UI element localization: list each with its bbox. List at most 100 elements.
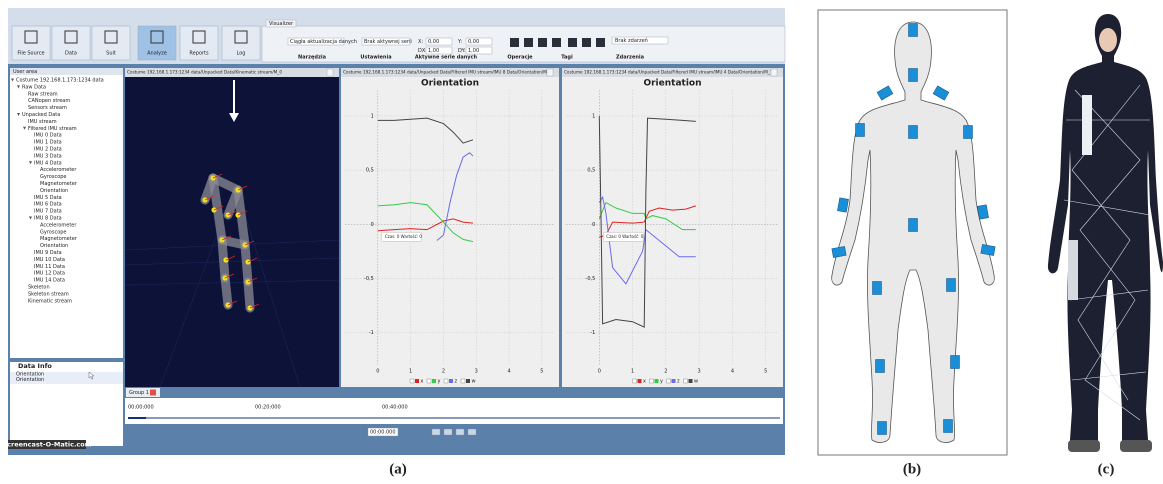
tree-item[interactable]: Orientation [40,243,68,249]
chart-title: Orientation [421,79,479,89]
legend-checkbox[interactable] [443,378,449,384]
tree-item[interactable]: Accelerometer [40,167,77,173]
tree-expander[interactable] [23,126,26,130]
time-input[interactable] [367,427,399,437]
sensor [872,281,882,295]
window-button[interactable] [326,68,334,77]
checkbox-field[interactable] [287,37,345,46]
tree-item[interactable]: IMU 5 Data [34,195,62,201]
tree-item[interactable]: IMU 0 Data [34,133,62,139]
suit-line [1071,84,1141,401]
legend-checkbox[interactable] [649,378,654,384]
sensor-axis [244,240,255,246]
ribbon [261,25,786,63]
ribbon-icon[interactable] [582,38,591,47]
tree-item[interactable]: IMU 12 Data [34,271,65,277]
info-item: Orientation [16,377,44,383]
y-tick-label: -0,5 [586,276,596,282]
tree-item[interactable]: Magnetometer [40,181,78,187]
ribbon-icon[interactable] [524,38,533,47]
tree-expander[interactable] [29,161,32,165]
ribbon-group-label: Narzędzia [298,55,326,61]
field-input[interactable] [465,46,493,55]
tree-item[interactable]: IMU 11 Data [34,264,65,270]
suit-line [1063,119,1151,381]
tree-item[interactable]: IMU 1 Data [34,140,62,146]
tree-expander[interactable] [11,78,14,82]
tree-item[interactable]: Unpacked Data [22,112,60,118]
sensor [977,204,989,220]
field-input[interactable] [425,46,453,55]
tree-item[interactable]: IMU 2 Data [34,147,62,153]
pause-button[interactable] [443,428,453,436]
shoe [1120,440,1152,452]
window-button[interactable] [546,68,554,77]
legend-checkbox[interactable] [632,378,637,384]
tree-item[interactable]: IMU 9 Data [34,250,62,256]
field-input[interactable] [425,37,453,46]
stop-button[interactable] [455,428,465,436]
grid-line [124,279,340,286]
group-tab-label: Group 1 [129,390,149,396]
tree-item[interactable]: IMU stream [28,119,57,125]
tree-item[interactable]: IMU 6 Data [34,202,62,208]
series-line [598,201,696,231]
tree-item[interactable]: Raw stream [28,91,58,97]
tree-item[interactable]: Gyroscope [40,174,67,180]
tree-item[interactable]: IMU 7 Data [34,209,62,215]
tree-header [10,68,123,75]
ribbon-tab[interactable] [265,19,297,28]
group-tab[interactable] [126,388,160,397]
dropdown[interactable] [611,36,669,45]
ribbon-icon[interactable] [568,38,577,47]
window-button[interactable] [770,68,778,77]
sensor-axis [237,210,248,216]
tree-item[interactable]: Magnetometer [40,236,78,242]
ribbon-icon[interactable] [510,38,519,47]
play-button[interactable] [431,428,441,436]
tree-item[interactable]: Skeleton [28,285,50,291]
legend-checkbox[interactable] [426,378,432,384]
tree-item[interactable]: IMU 4 Data [34,160,62,166]
tree-expander[interactable] [17,85,20,89]
sensor [943,419,953,433]
sensor-axis [227,300,238,306]
tree-item[interactable]: Orientation [40,188,68,194]
loop-button[interactable] [467,428,477,436]
field-input[interactable] [465,37,493,46]
button-icon [234,30,248,44]
tree-item[interactable]: IMU 10 Data [34,257,65,263]
legend-checkbox[interactable] [666,378,671,384]
tree-item[interactable]: Kinematic stream [28,298,72,304]
tree-item[interactable]: CANopen stream [28,98,70,104]
tree-item[interactable]: IMU 8 Data [34,216,62,222]
legend-checkbox[interactable] [409,378,415,384]
tree-item[interactable]: Costume 192.168.1.173:1234 data [16,78,104,84]
sensor [946,278,956,292]
tree-expander[interactable] [17,113,20,116]
tree-expander[interactable] [29,216,32,220]
tree-item[interactable]: Raw Data [22,84,46,90]
ribbon-text: Ciągła aktualizacja danych [290,39,357,45]
tree-item[interactable]: Skeleton stream [28,291,69,297]
ribbon-icon[interactable] [552,38,561,47]
tree-item[interactable]: IMU 14 Data [34,278,65,284]
caption: (b) [903,461,921,477]
sensor-axis [213,205,224,211]
sensor-axis [224,273,235,279]
tree-item[interactable]: Sensors stream [28,105,67,111]
button-icon [104,30,118,44]
legend-swatch [637,379,642,383]
legend-checkbox[interactable] [460,378,466,384]
sensor [837,197,849,213]
tree-item[interactable]: IMU 3 Data [34,153,62,159]
dropdown[interactable] [361,37,411,46]
tree-item[interactable]: Filtered IMU stream [28,126,77,132]
caption: (a) [389,461,407,477]
tab-close[interactable] [150,389,156,396]
tree-item[interactable]: Gyroscope [40,229,67,235]
ribbon-icon[interactable] [596,38,605,47]
tree-item[interactable]: Accelerometer [40,222,77,228]
ribbon-icon[interactable] [538,38,547,47]
legend-checkbox[interactable] [683,378,688,384]
